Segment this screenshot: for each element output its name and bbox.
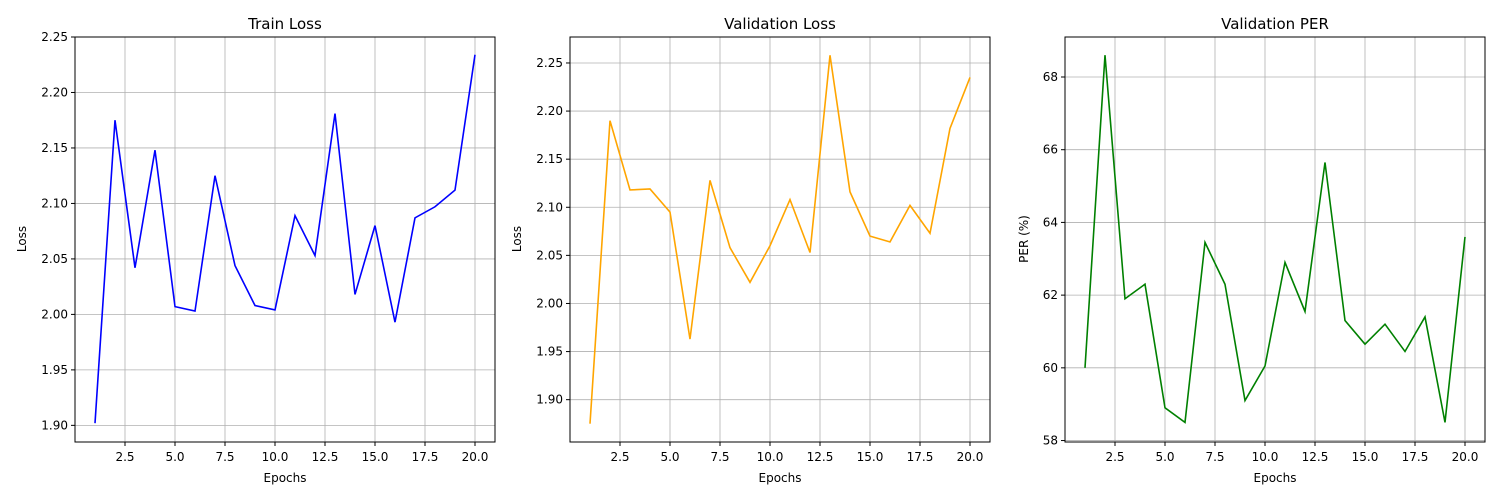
y-tick-label: 1.90 <box>536 393 563 407</box>
x-tick-label: 7.5 <box>710 450 729 464</box>
y-tick-label: 2.15 <box>41 141 68 155</box>
y-tick-label: 2.20 <box>41 85 68 99</box>
y-tick-label: 1.90 <box>41 418 68 432</box>
x-tick-label: 15.0 <box>857 450 884 464</box>
x-tick-label: 10.0 <box>1252 450 1279 464</box>
x-axis-label: Epochs <box>759 471 802 485</box>
x-tick-label: 10.0 <box>262 450 289 464</box>
chart-validation-per: Validation PER Epochs PER (%) 2.5 5.0 7.5 1… <box>1017 15 1486 485</box>
x-tick-label: 2.5 <box>1105 450 1124 464</box>
x-tick-label: 10.0 <box>757 450 784 464</box>
y-tick-label: 2.20 <box>536 104 563 118</box>
x-ticks: 2.5 5.0 7.5 10.0 12.5 15.0 17.5 20.0 <box>115 442 488 464</box>
x-tick-label: 15.0 <box>362 450 389 464</box>
chart-validation-loss: Validation Loss Epochs Loss 2.5 5.0 7.5 10.… <box>510 15 991 485</box>
y-tick-label: 2.15 <box>536 152 563 166</box>
y-tick-label: 64 <box>1043 215 1058 229</box>
y-tick-label: 1.95 <box>41 363 68 377</box>
chart-title: Validation Loss <box>724 15 836 33</box>
x-tick-label: 5.0 <box>660 450 679 464</box>
x-tick-label: 20.0 <box>1452 450 1479 464</box>
y-tick-label: 66 <box>1043 143 1058 157</box>
x-ticks: 2.5 5.0 7.5 10.0 12.5 15.0 17.5 20.0 <box>1105 442 1478 464</box>
y-tick-label: 58 <box>1043 434 1058 448</box>
axes-frame <box>1064 36 1486 443</box>
grid-layer <box>75 36 495 442</box>
x-tick-label: 17.5 <box>412 450 439 464</box>
y-ticks: 1.90 1.95 2.00 2.05 2.10 2.15 2.20 2.25 <box>41 30 75 432</box>
x-axis-label: Epochs <box>264 471 307 485</box>
series-line <box>94 54 476 424</box>
x-ticks: 2.5 5.0 7.5 10.0 12.5 15.0 17.5 20.0 <box>610 442 983 464</box>
y-tick-label: 60 <box>1043 361 1058 375</box>
chart-title: Validation PER <box>1221 15 1329 33</box>
grid-layer <box>1065 37 1485 442</box>
y-tick-label: 2.25 <box>536 56 563 70</box>
y-axis-label: Loss <box>15 226 29 252</box>
x-tick-label: 7.5 <box>215 450 234 464</box>
x-tick-label: 2.5 <box>115 450 134 464</box>
x-tick-label: 17.5 <box>1402 450 1429 464</box>
x-tick-label: 12.5 <box>807 450 834 464</box>
y-tick-label: 2.00 <box>41 307 68 321</box>
x-tick-label: 5.0 <box>165 450 184 464</box>
y-tick-label: 1.95 <box>536 345 563 359</box>
y-tick-label: 2.25 <box>41 30 68 44</box>
y-tick-label: 2.10 <box>41 196 68 210</box>
axes-frame <box>74 36 496 443</box>
y-tick-label: 68 <box>1043 70 1058 84</box>
x-tick-label: 20.0 <box>957 450 984 464</box>
x-tick-label: 17.5 <box>907 450 934 464</box>
y-axis-label: Loss <box>510 226 524 252</box>
y-tick-label: 2.05 <box>41 252 68 266</box>
x-tick-label: 5.0 <box>1155 450 1174 464</box>
y-tick-label: 2.05 <box>536 248 563 262</box>
y-tick-label: 62 <box>1043 288 1058 302</box>
y-tick-label: 2.00 <box>536 296 563 310</box>
x-axis-label: Epochs <box>1254 471 1297 485</box>
y-ticks: 1.90 1.95 2.00 2.05 2.10 2.15 2.20 2.25 <box>536 56 570 407</box>
x-tick-label: 15.0 <box>1352 450 1379 464</box>
grid-layer <box>570 37 990 442</box>
y-axis-label: PER (%) <box>1017 215 1031 263</box>
x-tick-label: 20.0 <box>462 450 489 464</box>
chart-title: Train Loss <box>247 15 322 33</box>
chart-train-loss: Train Loss Epochs Loss 2.5 5.0 7.5 10.0 12.5… <box>15 15 496 485</box>
axes-frame <box>569 36 991 443</box>
x-tick-label: 12.5 <box>1302 450 1329 464</box>
y-tick-label: 2.10 <box>536 200 563 214</box>
x-tick-label: 7.5 <box>1205 450 1224 464</box>
series-line <box>1084 55 1466 424</box>
x-tick-label: 12.5 <box>312 450 339 464</box>
y-ticks: 58 60 62 64 66 68 <box>1043 70 1065 448</box>
x-tick-label: 2.5 <box>610 450 629 464</box>
series-line <box>589 55 971 424</box>
